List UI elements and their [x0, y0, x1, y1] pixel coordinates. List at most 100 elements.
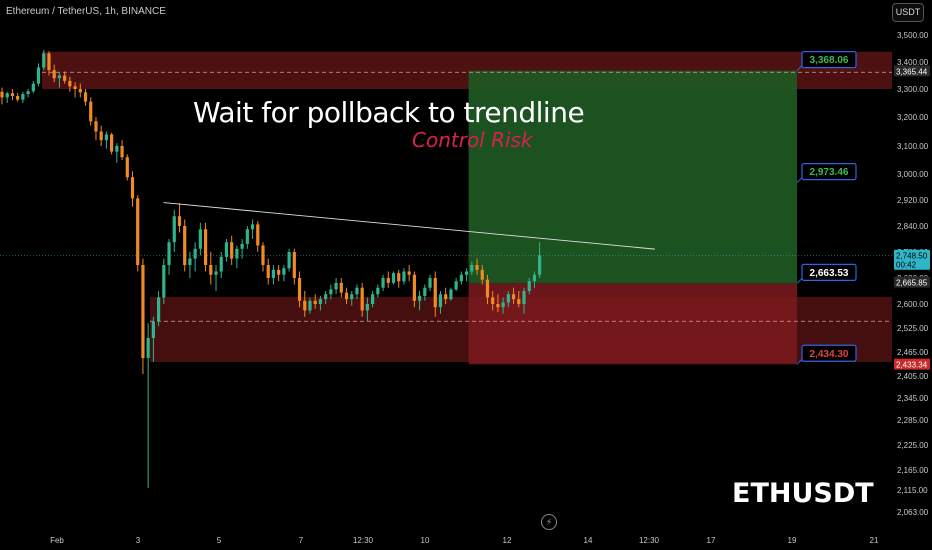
candle-body — [538, 255, 542, 275]
candle-body — [334, 282, 338, 290]
candle-body — [308, 300, 312, 311]
axis-price-tag-text: 3,365.44 — [896, 67, 928, 76]
position-label-text: 3,368.06 — [810, 55, 849, 66]
candle-body — [230, 242, 234, 259]
y-axis-tick-label: 3,200.00 — [897, 113, 929, 122]
candle-body — [57, 75, 62, 79]
candle-body — [141, 265, 145, 358]
position-label-text: 2,663.53 — [810, 268, 849, 279]
candle-body — [303, 300, 307, 311]
candle-body — [454, 281, 458, 290]
lightning-icon[interactable]: ⚡ — [541, 514, 557, 530]
x-axis-tick-label: 14 — [584, 536, 593, 545]
candle-body — [130, 177, 135, 199]
candle-body — [277, 269, 281, 275]
candle-body — [83, 92, 88, 102]
candle-body — [318, 299, 323, 304]
candle-body — [480, 269, 484, 280]
candle-body — [235, 248, 239, 259]
y-axis-tick-label: 3,300.00 — [897, 85, 929, 94]
axis-price-tag-text: 2,665.85 — [896, 279, 928, 288]
candle-body — [365, 304, 369, 311]
candle-body — [256, 224, 260, 246]
candle-body — [397, 273, 401, 282]
candle-body — [99, 131, 103, 141]
candle-body — [188, 258, 192, 265]
candle-body — [511, 294, 516, 300]
candle-body — [31, 83, 35, 92]
candle-body — [360, 287, 364, 311]
y-axis-tick-label: 3,400.00 — [897, 58, 929, 67]
position-label-box[interactable] — [801, 163, 857, 181]
x-axis-tick-label: 5 — [217, 536, 222, 545]
candle-body — [464, 271, 469, 275]
axis-price-tag-text: 2,748.50 — [896, 252, 928, 261]
candle-body — [63, 75, 67, 81]
candle-body — [282, 268, 286, 275]
y-axis-tick-label: 2,345.00 — [897, 394, 929, 403]
x-axis-tick-label: 3 — [136, 536, 141, 545]
candle-body — [198, 229, 202, 249]
candle-body — [459, 274, 463, 282]
candle-body — [297, 278, 302, 301]
candle-body — [167, 242, 171, 265]
candle-body — [52, 70, 56, 79]
candle-body — [73, 86, 77, 89]
axis-price-tag — [894, 249, 930, 270]
candle-body — [36, 67, 41, 84]
candle-body — [475, 265, 479, 270]
position-label-text: 2,434.30 — [810, 349, 849, 360]
candle-body — [261, 245, 265, 265]
candle-body — [271, 269, 276, 278]
x-axis-tick-label: 17 — [707, 536, 716, 545]
y-axis-tick-label: 2,165.00 — [897, 466, 929, 475]
candle-body — [287, 252, 291, 269]
candle-body — [89, 101, 93, 122]
candle-body — [412, 274, 416, 301]
candle-body — [21, 94, 25, 100]
candle-body — [47, 53, 51, 71]
candle-body — [371, 294, 375, 304]
candle-body — [355, 287, 359, 295]
candle-body — [496, 304, 500, 308]
position-label-box[interactable] — [801, 263, 857, 281]
watermark: ETHUSDT — [732, 478, 874, 509]
position-label-text: 2,973.46 — [810, 167, 849, 178]
candle-body — [0, 91, 4, 98]
candle-body — [172, 216, 176, 243]
candle-body — [407, 271, 411, 275]
candle-body — [527, 281, 531, 291]
candle-body — [376, 287, 380, 295]
candle-body — [110, 134, 114, 152]
candle-body — [418, 295, 422, 301]
candle-body — [517, 299, 521, 304]
candle-body — [26, 91, 30, 95]
candle-body — [115, 146, 119, 152]
y-axis-tick-label: 3,000.00 — [897, 170, 929, 179]
candle-body — [162, 265, 166, 298]
candle-body — [250, 224, 255, 230]
candle-body — [136, 198, 140, 265]
annotation-main: Wait for pollback to trendline — [193, 96, 585, 129]
position-label-box[interactable] — [801, 51, 857, 69]
candle-body — [313, 300, 317, 304]
annotation-sub: Control Risk — [412, 128, 533, 152]
candle-body — [470, 265, 474, 272]
candle-body — [324, 294, 328, 300]
position-label-box[interactable] — [801, 344, 857, 362]
candle-body — [506, 294, 510, 303]
candle-body — [104, 134, 108, 141]
candle-body — [240, 243, 244, 249]
candle-body — [485, 279, 490, 298]
candle-body — [151, 321, 155, 338]
candle-body — [209, 265, 213, 275]
candle-body — [157, 297, 161, 322]
candle-body — [491, 297, 495, 304]
currency-badge[interactable]: USDT — [892, 3, 924, 22]
candle-body — [177, 216, 182, 226]
candle-body — [428, 278, 432, 288]
candle-body — [193, 248, 197, 259]
candle-body — [350, 294, 354, 300]
candle-body — [78, 89, 82, 93]
